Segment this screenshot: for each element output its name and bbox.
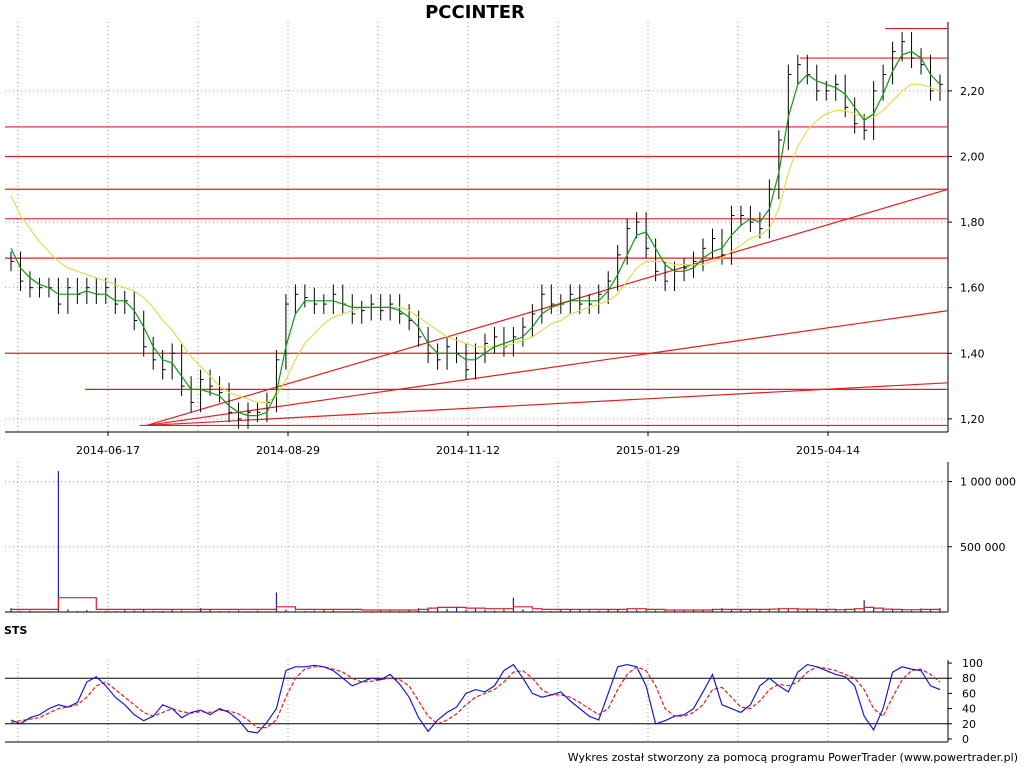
chart-title: PCCINTER bbox=[425, 2, 525, 23]
y-tick-label-price: 1,20 bbox=[960, 413, 985, 426]
y-tick-label-oscillator: 60 bbox=[962, 687, 976, 700]
volume-average-line bbox=[11, 597, 941, 611]
x-tick-label-price: 2015-01-29 bbox=[616, 444, 680, 457]
y-tick-label-price: 1,80 bbox=[960, 216, 985, 229]
y-tick-label-volume: 1 000 000 bbox=[960, 476, 1016, 489]
y-tick-label-oscillator: 100 bbox=[962, 657, 983, 670]
footer-credit: Wykres został stworzony za pomocą progra… bbox=[567, 751, 1018, 764]
ma-short-line bbox=[10, 50, 941, 417]
x-tick-label-price: 2014-06-17 bbox=[76, 444, 140, 457]
x-tick-label-price: 2015-04-14 bbox=[796, 444, 860, 457]
trend-line bbox=[146, 382, 949, 427]
x-tick-label-price: 2014-11-12 bbox=[436, 444, 500, 457]
y-tick-label-oscillator: 0 bbox=[962, 733, 969, 746]
y-tick-label-oscillator: 20 bbox=[962, 718, 976, 731]
y-tick-label-price: 2,00 bbox=[960, 150, 985, 163]
y-tick-label-oscillator: 40 bbox=[962, 703, 976, 716]
y-tick-label-price: 2,20 bbox=[960, 85, 985, 98]
oscillator-label: STS bbox=[4, 624, 28, 637]
trend-line bbox=[146, 310, 949, 427]
stoch-k-line bbox=[10, 663, 941, 734]
ma-long-line bbox=[10, 83, 941, 404]
trend-line bbox=[146, 188, 949, 427]
x-tick-label-price: 2014-08-29 bbox=[256, 444, 320, 457]
y-tick-label-price: 1,60 bbox=[960, 282, 985, 295]
y-tick-label-volume: 500 000 bbox=[960, 541, 1006, 554]
stoch-d-line bbox=[10, 666, 941, 729]
y-tick-label-price: 1,40 bbox=[960, 347, 985, 360]
y-tick-label-oscillator: 80 bbox=[962, 672, 976, 685]
